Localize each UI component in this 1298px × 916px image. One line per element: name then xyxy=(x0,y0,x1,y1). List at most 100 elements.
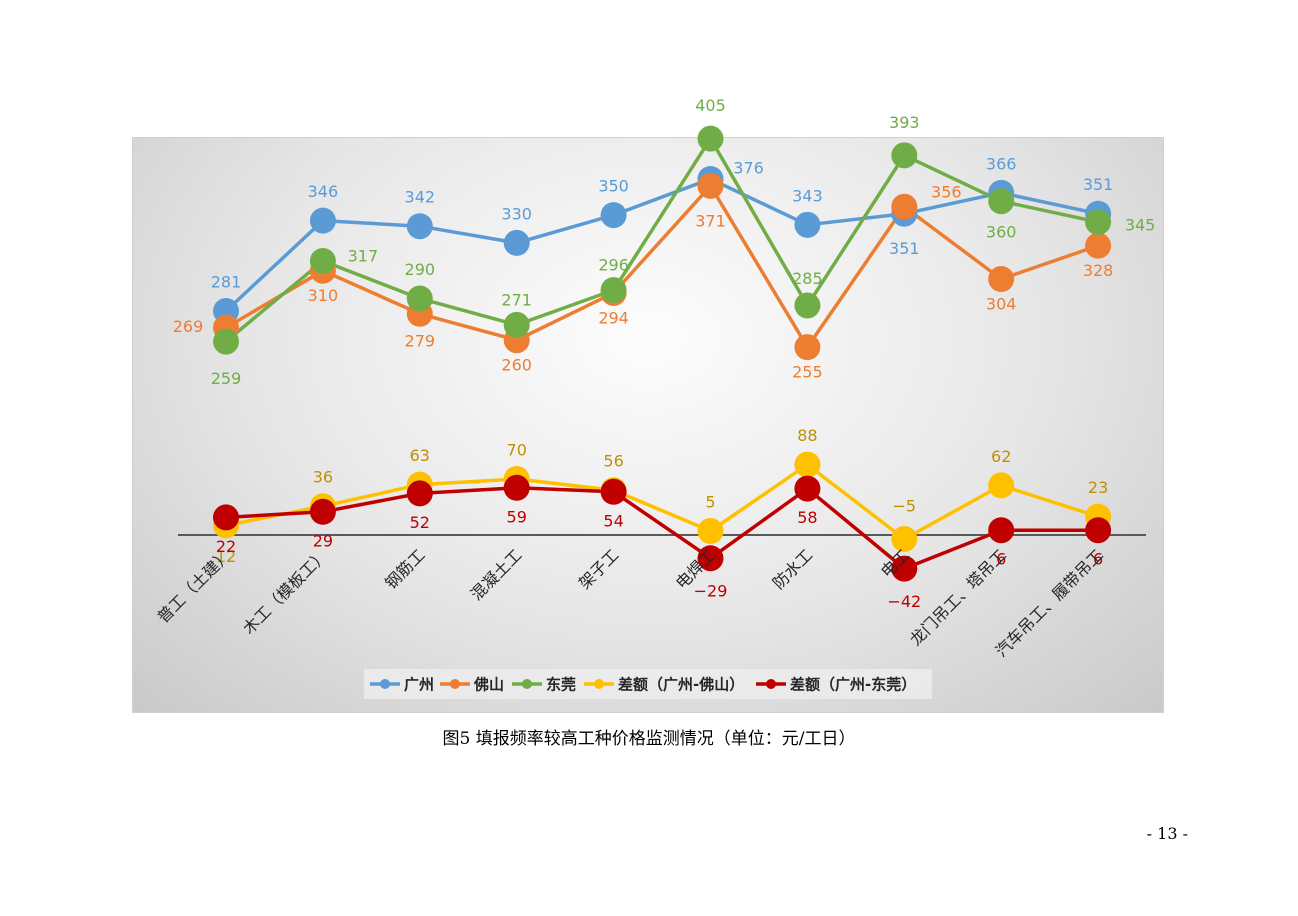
data-point xyxy=(794,211,821,238)
data-point xyxy=(891,526,918,552)
data-label: 405 xyxy=(695,96,726,115)
x-tick-label: 钢筋工 xyxy=(381,545,428,592)
data-label: 345 xyxy=(1125,216,1156,235)
series-line-2 xyxy=(224,136,1099,343)
series-line-4 xyxy=(225,486,1099,571)
data-label: −29 xyxy=(694,582,728,601)
data-point xyxy=(503,229,530,256)
data-label: 54 xyxy=(603,511,623,530)
legend-marker xyxy=(594,679,604,689)
data-label: 393 xyxy=(889,113,920,132)
data-label: 360 xyxy=(986,223,1017,242)
series-line-0 xyxy=(224,177,1099,313)
data-point xyxy=(309,498,336,525)
data-point xyxy=(988,266,1015,293)
page-number: - 13 - xyxy=(1146,824,1188,843)
data-point xyxy=(1085,232,1112,259)
data-label: 346 xyxy=(308,182,339,201)
data-label: 88 xyxy=(797,426,817,445)
data-label: 343 xyxy=(792,186,823,205)
figure-caption: 图5 填报频率较高工种价格监测情况（单位：元/工日） xyxy=(442,729,856,749)
data-point xyxy=(988,472,1015,499)
data-label: 63 xyxy=(410,446,430,465)
data-label: 59 xyxy=(507,507,527,526)
x-tick-label: 防水工 xyxy=(769,545,816,592)
data-label: 22 xyxy=(216,537,236,556)
data-label: −5 xyxy=(893,497,917,516)
data-point xyxy=(1085,209,1112,236)
data-point xyxy=(794,475,821,502)
data-label: 371 xyxy=(695,211,726,230)
data-label: 29 xyxy=(313,531,333,550)
data-label: 58 xyxy=(797,508,817,527)
data-point xyxy=(406,213,433,240)
data-label: 271 xyxy=(501,290,532,309)
legend-marker xyxy=(766,679,776,689)
data-label: 281 xyxy=(211,273,242,292)
data-label: 296 xyxy=(598,256,629,275)
series-line-1 xyxy=(225,184,1099,349)
data-label: 5 xyxy=(705,493,715,512)
data-point xyxy=(988,188,1015,215)
data-label: 255 xyxy=(792,363,823,382)
legend-marker xyxy=(450,679,460,689)
data-label: 56 xyxy=(603,452,623,471)
data-point xyxy=(600,277,627,304)
data-point xyxy=(988,517,1015,544)
data-label: 376 xyxy=(733,158,764,177)
legend-label: 差额（广州-佛山） xyxy=(618,676,744,694)
data-point xyxy=(309,247,336,274)
data-label: 351 xyxy=(889,239,920,258)
data-label: 290 xyxy=(405,260,436,279)
data-label: 6 xyxy=(1093,550,1103,569)
data-label: 304 xyxy=(986,295,1017,314)
legend-marker xyxy=(380,679,390,689)
data-label: 350 xyxy=(598,177,629,196)
data-label: 294 xyxy=(598,308,629,327)
data-point xyxy=(600,478,627,505)
x-tick-label: 木工（模板工） xyxy=(239,545,332,638)
data-label: 310 xyxy=(308,286,339,305)
legend-label: 佛山 xyxy=(473,676,504,694)
data-label: 342 xyxy=(405,188,436,207)
x-tick-label: 架子工 xyxy=(575,545,622,592)
data-point xyxy=(1085,517,1112,544)
data-point xyxy=(794,451,821,478)
data-point xyxy=(600,202,627,229)
series-line-3 xyxy=(225,462,1099,541)
data-label: 12 xyxy=(216,547,236,566)
data-label: 36 xyxy=(313,468,333,487)
data-label: −42 xyxy=(887,592,921,611)
legend-label: 差额（广州-东莞） xyxy=(790,676,916,694)
x-tick-label: 混凝土工 xyxy=(467,545,526,604)
legend-label: 广州 xyxy=(404,676,434,694)
data-point xyxy=(503,311,530,338)
data-label: 328 xyxy=(1083,261,1114,280)
data-label: 269 xyxy=(173,317,204,336)
data-label: 260 xyxy=(501,356,532,375)
data-label: 356 xyxy=(931,182,962,201)
data-label: 351 xyxy=(1083,175,1114,194)
data-label: 279 xyxy=(405,331,436,350)
data-label: 366 xyxy=(986,154,1017,173)
x-tick-label: 汽车吊工、履带吊工 xyxy=(992,545,1107,660)
data-label: 52 xyxy=(410,513,430,532)
data-point xyxy=(891,193,918,220)
data-label: 70 xyxy=(507,441,527,460)
data-label: 6 xyxy=(996,550,1006,569)
data-point xyxy=(406,285,433,312)
data-point xyxy=(794,334,821,361)
legend-label: 东莞 xyxy=(546,676,576,694)
data-point xyxy=(213,328,239,355)
data-label: 317 xyxy=(348,246,379,265)
data-point xyxy=(697,545,724,572)
data-label: 285 xyxy=(792,269,823,288)
data-point xyxy=(697,125,724,152)
chart-area xyxy=(132,137,1164,713)
data-point xyxy=(406,480,433,507)
data-point xyxy=(794,292,821,319)
data-point xyxy=(697,518,724,544)
data-point xyxy=(503,474,530,501)
data-point xyxy=(891,142,918,169)
data-point xyxy=(213,504,239,531)
